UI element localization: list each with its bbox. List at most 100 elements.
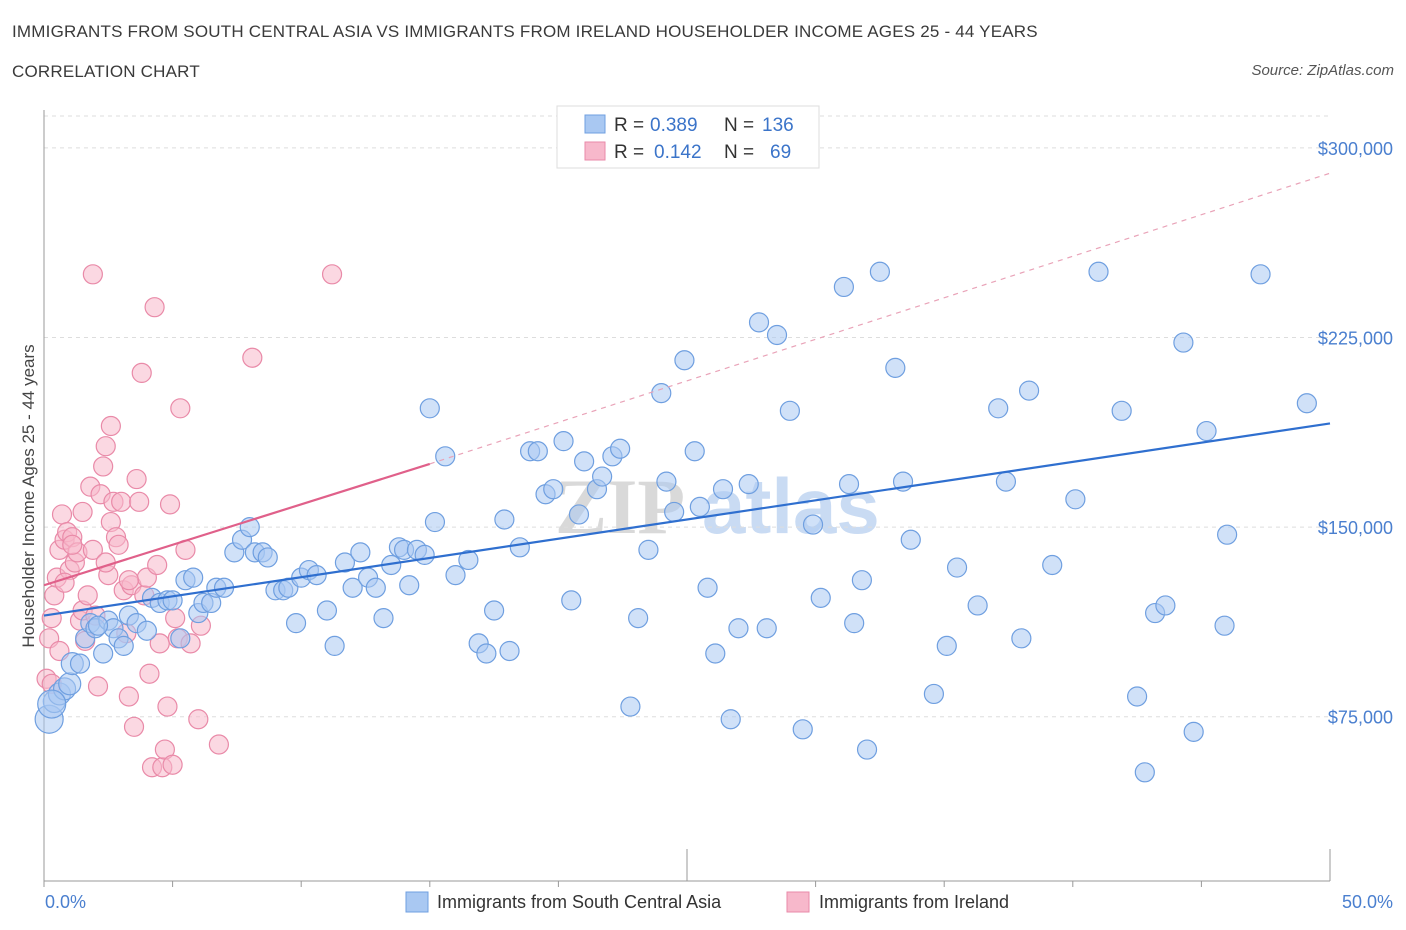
ireland-point xyxy=(208,734,229,755)
south-central-asia-point xyxy=(705,643,726,664)
south-central-asia-point xyxy=(414,544,435,566)
south-central-asia-point xyxy=(1155,595,1176,616)
ireland-point xyxy=(165,608,186,629)
south-central-asia-point xyxy=(365,577,386,598)
ireland-point xyxy=(123,716,145,737)
series-south-central-asia-points xyxy=(34,261,1317,783)
south-central-asia-point xyxy=(170,628,191,649)
gridlines xyxy=(44,115,1330,718)
legend-swatch-ireland xyxy=(584,141,606,161)
south-central-asia-point xyxy=(69,653,91,674)
south-central-asia-point xyxy=(674,350,695,371)
south-central-asia-point xyxy=(766,324,788,346)
trend-extension-ireland xyxy=(429,172,1331,465)
bottom-legend-label-south-central-asia: Immigrants from South Central Asia xyxy=(437,892,722,912)
south-central-asia-point xyxy=(527,441,548,462)
ireland-point xyxy=(77,585,98,606)
ireland-point xyxy=(159,494,181,515)
south-central-asia-point xyxy=(684,441,705,462)
ireland-point xyxy=(144,297,165,318)
south-central-asia-point xyxy=(93,643,114,664)
south-central-asia-point xyxy=(656,471,677,492)
south-central-asia-point xyxy=(738,474,759,495)
legend-r-label-a: R = xyxy=(614,115,644,136)
south-central-asia-point xyxy=(936,635,957,657)
ireland-point xyxy=(51,504,73,525)
south-central-asia-point xyxy=(458,549,479,571)
south-central-asia-point xyxy=(424,511,446,533)
south-central-asia-point xyxy=(342,577,363,598)
south-central-asia-point xyxy=(802,514,824,535)
south-central-asia-point xyxy=(399,575,420,596)
south-central-asia-point xyxy=(1183,721,1204,742)
south-central-asia-point xyxy=(484,600,505,621)
ireland-point xyxy=(242,347,263,368)
ireland-point xyxy=(147,554,168,576)
south-central-asia-point xyxy=(856,739,878,760)
south-central-asia-point xyxy=(651,383,672,404)
stats-legend: R = 0.389 N = 136 R = 0.142 N = 69 xyxy=(556,105,820,169)
south-central-asia-point xyxy=(87,615,109,636)
south-central-asia-point xyxy=(946,557,968,578)
south-central-asia-point xyxy=(509,537,530,558)
legend-r-value-b: 0.142 xyxy=(654,142,702,163)
ireland-point xyxy=(41,608,62,629)
south-central-asia-point xyxy=(324,635,345,657)
south-central-asia-point xyxy=(373,608,394,629)
south-central-asia-point xyxy=(900,529,921,550)
legend-n-label-b: N = xyxy=(724,142,754,163)
south-central-asia-point xyxy=(923,683,945,705)
south-central-asia-point xyxy=(838,474,860,495)
legend-swatch-south-central-asia xyxy=(584,114,606,134)
south-central-asia-point xyxy=(988,398,1009,419)
south-central-asia-point xyxy=(543,479,564,500)
y-tick-labels: $75,000 $150,000 $225,000 $300,000 xyxy=(1318,139,1393,728)
south-central-asia-point xyxy=(1196,420,1217,442)
y-tick-label: $225,000 xyxy=(1318,329,1393,349)
ireland-point xyxy=(100,415,121,437)
south-central-asia-point xyxy=(689,496,710,517)
trend-line-south-central-asia xyxy=(43,422,1331,617)
ireland-point xyxy=(321,264,343,285)
ireland-point xyxy=(111,491,132,512)
south-central-asia-point xyxy=(851,570,872,591)
series-ireland-points xyxy=(36,264,343,778)
south-central-asia-point xyxy=(748,312,770,333)
south-central-asia-point xyxy=(610,438,631,459)
south-central-asia-point xyxy=(494,509,515,530)
legend-r-label-b: R = xyxy=(614,142,644,163)
ireland-point xyxy=(95,552,116,573)
ireland-point xyxy=(82,264,103,285)
south-central-asia-point xyxy=(58,672,82,696)
south-central-asia-point xyxy=(419,398,440,419)
south-central-asia-point xyxy=(792,719,813,740)
south-central-asia-point xyxy=(257,547,278,568)
south-central-asia-point xyxy=(810,587,831,608)
south-central-asia-point xyxy=(1088,261,1109,282)
south-central-asia-point xyxy=(162,590,183,611)
legend-n-value-b: 69 xyxy=(770,142,791,163)
south-central-asia-point xyxy=(1111,400,1132,421)
ireland-point xyxy=(72,501,93,523)
ireland-point xyxy=(139,663,160,684)
ireland-point xyxy=(118,686,139,707)
south-central-asia-point xyxy=(553,431,574,452)
x-ticks: 0.0% 50.0% xyxy=(43,849,1393,912)
trend-lines xyxy=(43,172,1331,617)
bottom-legend-swatch-south-central-asia xyxy=(405,891,429,913)
south-central-asia-point xyxy=(1173,332,1194,353)
ireland-point xyxy=(126,468,147,490)
south-central-asia-point xyxy=(1018,380,1040,401)
south-central-asia-point xyxy=(37,689,67,719)
ireland-point xyxy=(129,491,150,512)
south-central-asia-point xyxy=(568,504,590,525)
ireland-point xyxy=(87,676,109,697)
south-central-asia-point xyxy=(628,608,649,629)
ireland-point xyxy=(157,696,178,717)
series-legend: Immigrants from South Central Asia Immig… xyxy=(405,891,1009,913)
bottom-legend-label-ireland: Immigrants from Ireland xyxy=(819,892,1009,912)
ireland-point xyxy=(131,362,152,383)
south-central-asia-point xyxy=(1214,615,1235,636)
south-central-asia-point xyxy=(183,567,204,588)
south-central-asia-point xyxy=(697,577,718,598)
